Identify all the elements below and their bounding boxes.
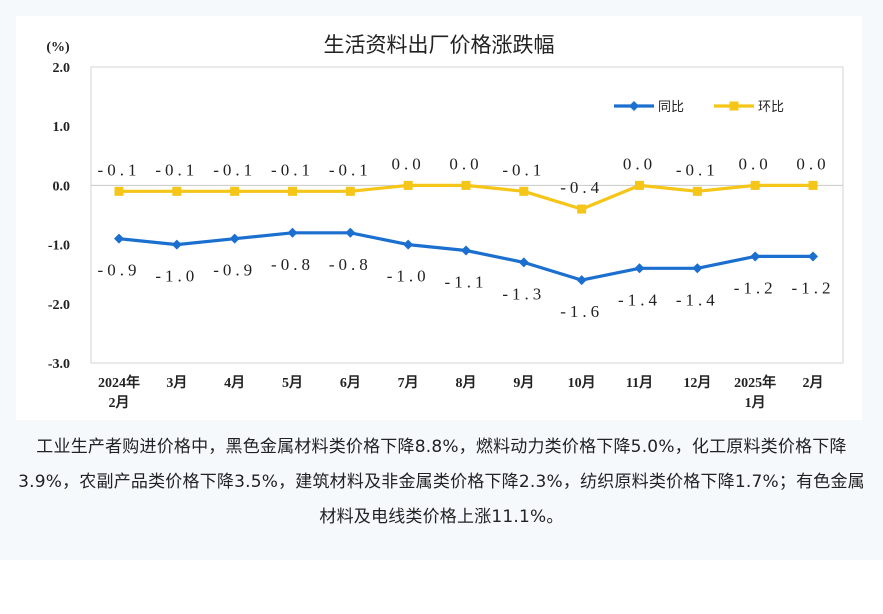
x-tick-label: 6月 xyxy=(340,375,361,391)
data-point-mom xyxy=(461,180,471,190)
data-point-yoy xyxy=(518,257,529,268)
data-point-yoy xyxy=(576,275,587,286)
data-point-mom xyxy=(808,180,818,190)
x-tick-label: 5月 xyxy=(282,375,303,391)
chart-title: 生活资料出厂价格涨跌幅 xyxy=(324,33,555,57)
data-point-yoy xyxy=(692,263,703,274)
data-label-mom: 0.0 xyxy=(392,154,425,173)
data-point-mom xyxy=(577,204,587,214)
data-label-yoy: -0.9 xyxy=(98,261,141,280)
data-label-mom: -0.1 xyxy=(98,160,141,179)
data-point-yoy xyxy=(808,251,818,262)
data-label-mom: 0.0 xyxy=(739,154,772,173)
y-tick-label: 2.0 xyxy=(53,61,71,76)
chart-card: 生活资料出厂价格涨跌幅 (%) 2.0 1.0 0.0 -1.0 -2.0 -3.0 -0… xyxy=(16,16,862,420)
legend-marker-mom xyxy=(729,101,739,111)
data-label-yoy: -1.3 xyxy=(502,284,545,303)
data-label-yoy: -0.8 xyxy=(271,255,314,274)
legend-label: 同比 xyxy=(658,100,684,115)
y-tick-label: 0.0 xyxy=(53,179,71,194)
x-axis: 2024年 2月 3月 4月 5月 6月 7月 8月 9月 10月 11月 12月 2025年 1月 2月 xyxy=(98,374,824,411)
data-label-yoy: -1.1 xyxy=(445,273,488,292)
data-label-mom: 0.0 xyxy=(449,154,482,173)
y-tick-label: -3.0 xyxy=(48,357,70,372)
data-label-mom: -0.1 xyxy=(502,160,545,179)
data-label-mom: -0.4 xyxy=(560,178,603,197)
data-point-yoy xyxy=(114,233,124,244)
plot-area-frame xyxy=(90,66,844,364)
price-change-line-chart: 生活资料出厂价格涨跌幅 (%) 2.0 1.0 0.0 -1.0 -2.0 -3.0 -0… xyxy=(46,33,844,411)
data-labels: -0.9 -1.0 -0.9 -0.8 -0.8 -1.0 -1.1 -1.3 -1.6 -1.4… xyxy=(98,154,835,321)
data-point-yoy xyxy=(229,233,240,244)
bottom-band xyxy=(0,560,883,614)
data-label-mom: -0.1 xyxy=(271,160,314,179)
x-tick-label: 4月 xyxy=(224,375,245,391)
data-point-mom xyxy=(635,180,644,190)
data-label-yoy: -1.2 xyxy=(792,278,835,297)
chart-caption: 工业生产者购进价格中，黑色金属材料类价格下降8.8%，燃料动力类价格下降5.0%… xyxy=(18,437,865,527)
data-label-yoy: -1.2 xyxy=(734,278,777,297)
data-point-yoy xyxy=(634,263,645,274)
data-point-mom xyxy=(403,180,413,190)
series-layer xyxy=(114,180,818,286)
data-point-mom xyxy=(750,180,760,190)
y-tick-label: -1.0 xyxy=(48,239,70,254)
data-point-mom xyxy=(692,186,702,196)
x-tick-label: 7月 xyxy=(398,375,419,391)
x-tick-label: 10月 xyxy=(568,375,596,391)
legend: 同比 环比 xyxy=(614,100,784,115)
data-label-yoy: -1.0 xyxy=(387,267,430,286)
data-label-mom: -0.1 xyxy=(155,160,198,179)
x-tick-label: 2024年 2月 xyxy=(98,374,140,411)
data-label-mom: -0.1 xyxy=(213,160,256,179)
data-point-yoy xyxy=(403,239,414,250)
legend-marker-yoy xyxy=(629,101,639,111)
data-point-mom xyxy=(345,186,355,196)
x-tick-label: 8月 xyxy=(456,375,477,391)
data-point-mom xyxy=(519,186,529,196)
x-tick-label: 2025年 1月 xyxy=(734,374,776,411)
y-tick-label: 1.0 xyxy=(53,120,71,135)
data-point-yoy xyxy=(461,245,471,256)
y-axis-unit-label: (%) xyxy=(46,40,70,55)
data-label-mom: 0.0 xyxy=(796,154,829,173)
data-point-mom xyxy=(288,186,297,196)
x-tick-label: 3月 xyxy=(166,375,187,391)
y-tick-label: -2.0 xyxy=(48,298,70,313)
data-label-yoy: -0.8 xyxy=(329,255,372,274)
data-point-mom xyxy=(114,186,124,196)
data-label-yoy: -1.4 xyxy=(618,290,661,309)
x-tick-label: 9月 xyxy=(513,375,534,391)
x-tick-label: 2月 xyxy=(803,375,824,391)
data-point-yoy xyxy=(750,251,761,262)
x-tick-label: 12月 xyxy=(683,375,711,391)
data-label-yoy: -1.0 xyxy=(155,267,198,286)
data-label-yoy: -1.4 xyxy=(676,290,719,309)
data-point-yoy xyxy=(171,239,182,250)
data-point-yoy xyxy=(345,227,356,238)
data-label-yoy: -1.6 xyxy=(560,302,603,321)
data-label-mom: 0.0 xyxy=(623,154,656,173)
data-label-mom: -0.1 xyxy=(329,160,372,179)
x-tick-label: 11月 xyxy=(626,375,653,391)
legend-label: 环比 xyxy=(758,100,784,115)
data-label-yoy: -0.9 xyxy=(213,261,256,280)
data-point-mom xyxy=(230,186,240,196)
data-point-yoy xyxy=(287,227,298,238)
data-point-mom xyxy=(172,186,182,196)
data-label-mom: -0.1 xyxy=(676,160,719,179)
y-axis: 2.0 1.0 0.0 -1.0 -2.0 -3.0 xyxy=(48,61,70,372)
